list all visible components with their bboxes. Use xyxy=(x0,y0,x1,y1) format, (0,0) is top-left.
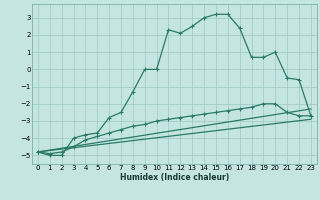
X-axis label: Humidex (Indice chaleur): Humidex (Indice chaleur) xyxy=(120,173,229,182)
